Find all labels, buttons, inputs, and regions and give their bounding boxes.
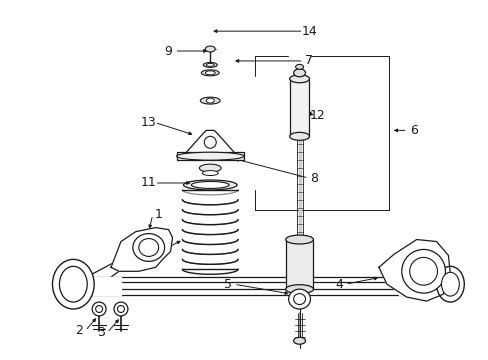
Ellipse shape	[117, 306, 124, 312]
Polygon shape	[111, 228, 172, 271]
Ellipse shape	[52, 260, 94, 309]
Text: 6: 6	[409, 124, 417, 137]
Ellipse shape	[206, 63, 214, 66]
Text: 14: 14	[301, 24, 317, 38]
Ellipse shape	[139, 239, 158, 256]
Ellipse shape	[205, 71, 215, 75]
Ellipse shape	[176, 152, 244, 160]
Ellipse shape	[114, 302, 128, 316]
Ellipse shape	[206, 98, 214, 103]
Ellipse shape	[133, 234, 164, 261]
Text: 1: 1	[154, 208, 163, 221]
Ellipse shape	[285, 285, 313, 294]
Ellipse shape	[202, 171, 218, 176]
Ellipse shape	[289, 75, 309, 83]
Text: 12: 12	[309, 109, 325, 122]
Ellipse shape	[293, 294, 305, 305]
Ellipse shape	[205, 46, 215, 52]
Ellipse shape	[183, 180, 237, 190]
Text: 7: 7	[305, 54, 313, 67]
Ellipse shape	[293, 337, 305, 344]
Ellipse shape	[92, 302, 106, 316]
Polygon shape	[378, 239, 449, 301]
Text: 11: 11	[141, 176, 156, 189]
Ellipse shape	[289, 132, 309, 140]
Bar	[285, 239, 313, 289]
Text: 13: 13	[141, 116, 156, 129]
Text: 3: 3	[97, 326, 105, 339]
Text: 5: 5	[224, 278, 232, 291]
Ellipse shape	[409, 257, 437, 285]
Ellipse shape	[293, 69, 305, 77]
Text: 10: 10	[140, 248, 155, 261]
Ellipse shape	[401, 249, 445, 293]
Ellipse shape	[285, 235, 313, 244]
Text: 9: 9	[164, 45, 172, 58]
Text: 8: 8	[310, 171, 318, 185]
Polygon shape	[398, 277, 408, 295]
Polygon shape	[180, 130, 240, 156]
Ellipse shape	[295, 64, 303, 69]
Ellipse shape	[441, 272, 458, 296]
Ellipse shape	[200, 97, 220, 104]
Ellipse shape	[436, 266, 463, 302]
Ellipse shape	[199, 164, 221, 172]
Bar	[289, 79, 309, 136]
Ellipse shape	[203, 62, 217, 67]
Bar	[176, 152, 244, 160]
Ellipse shape	[96, 306, 102, 312]
Ellipse shape	[60, 266, 87, 302]
Ellipse shape	[288, 289, 310, 309]
Ellipse shape	[201, 70, 219, 76]
Ellipse shape	[191, 181, 229, 188]
Ellipse shape	[204, 136, 216, 148]
Text: 2: 2	[75, 324, 83, 337]
Text: 4: 4	[335, 278, 343, 291]
Polygon shape	[86, 277, 121, 295]
